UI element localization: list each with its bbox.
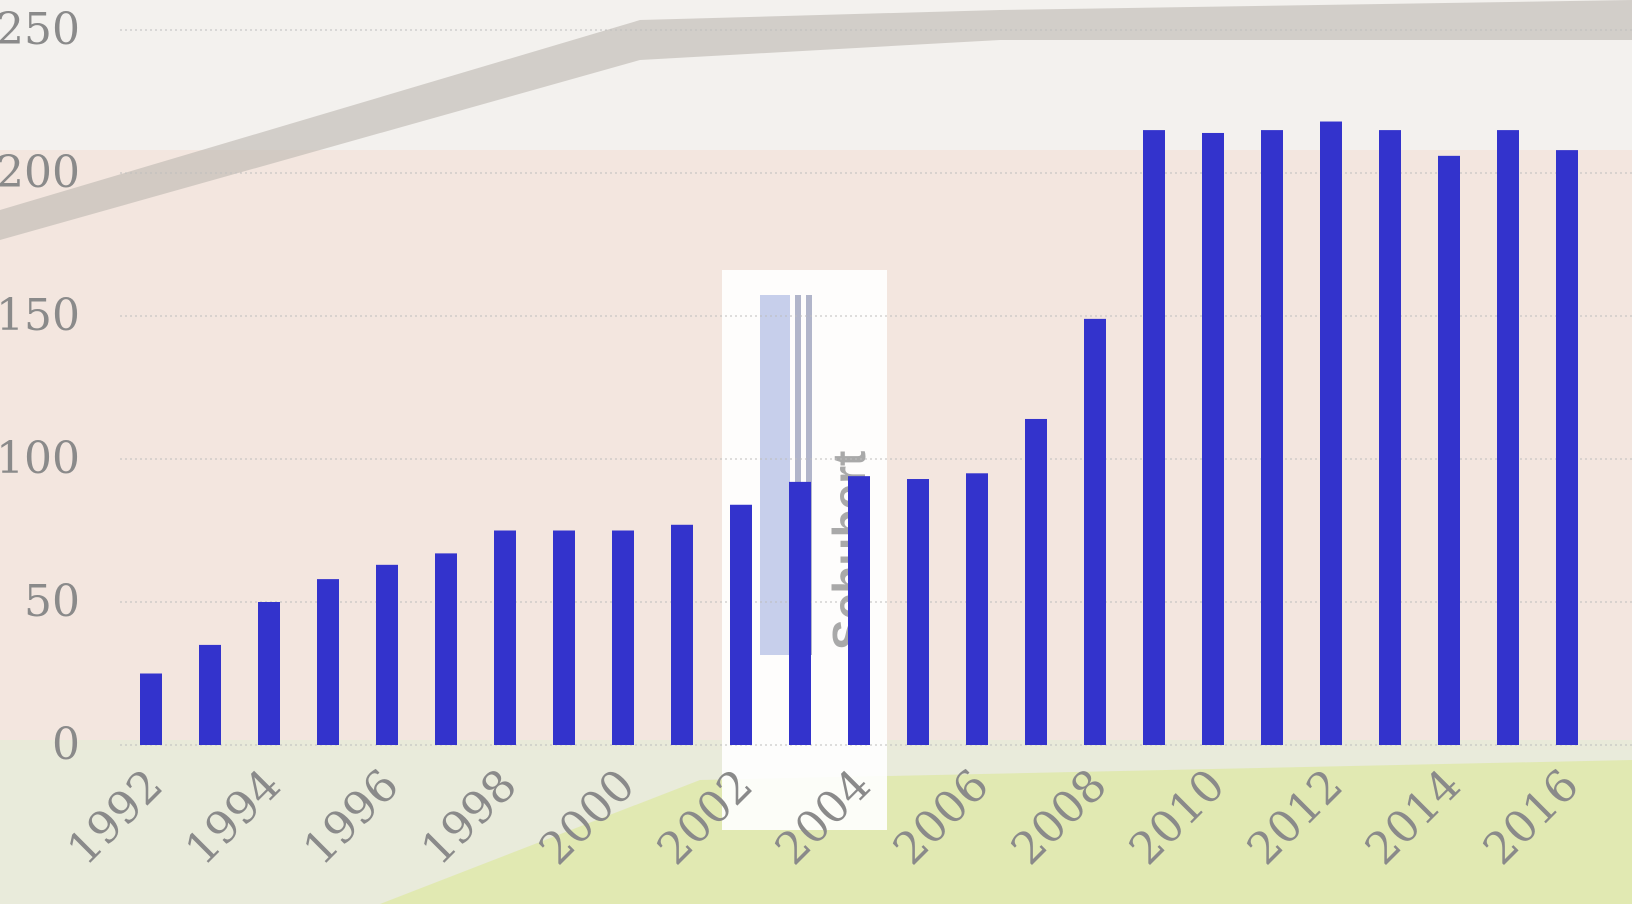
bar-2003 bbox=[789, 481, 811, 745]
bar-2010 bbox=[1202, 132, 1224, 745]
bar-2000 bbox=[612, 530, 634, 745]
bar-1993 bbox=[199, 644, 221, 745]
y-tick-label: 250 bbox=[0, 4, 80, 55]
y-tick-label: 50 bbox=[24, 576, 80, 627]
bars bbox=[140, 121, 1578, 746]
bar-1999 bbox=[553, 530, 575, 745]
bar-2007 bbox=[1025, 418, 1047, 745]
bar-2009 bbox=[1143, 130, 1165, 746]
bar-2006 bbox=[966, 473, 988, 745]
bar-1994 bbox=[258, 602, 280, 745]
bar-2001 bbox=[671, 524, 693, 745]
bar-1995 bbox=[317, 579, 339, 745]
bar-2015 bbox=[1497, 130, 1519, 746]
y-tick-label: 200 bbox=[0, 147, 80, 198]
bar-2013 bbox=[1379, 130, 1401, 746]
bar-2008 bbox=[1084, 318, 1106, 745]
bar-1992 bbox=[140, 673, 162, 745]
y-tick-label: 100 bbox=[0, 433, 80, 484]
y-axis-ticks: 0 50 100 150 200 250 bbox=[0, 4, 80, 770]
bar-2004 bbox=[848, 476, 870, 745]
bar-1996 bbox=[376, 564, 398, 745]
y-tick-label: 150 bbox=[0, 290, 80, 341]
bar-2012 bbox=[1320, 121, 1342, 745]
y-tick-label: 0 bbox=[52, 719, 80, 770]
bar-2005 bbox=[907, 479, 929, 745]
bar-2016 bbox=[1556, 150, 1578, 745]
bar-1998 bbox=[494, 530, 516, 745]
bar-2011 bbox=[1261, 130, 1283, 746]
bar-2002 bbox=[730, 504, 752, 745]
bar-2014 bbox=[1438, 155, 1460, 746]
bar-1997 bbox=[435, 553, 457, 745]
